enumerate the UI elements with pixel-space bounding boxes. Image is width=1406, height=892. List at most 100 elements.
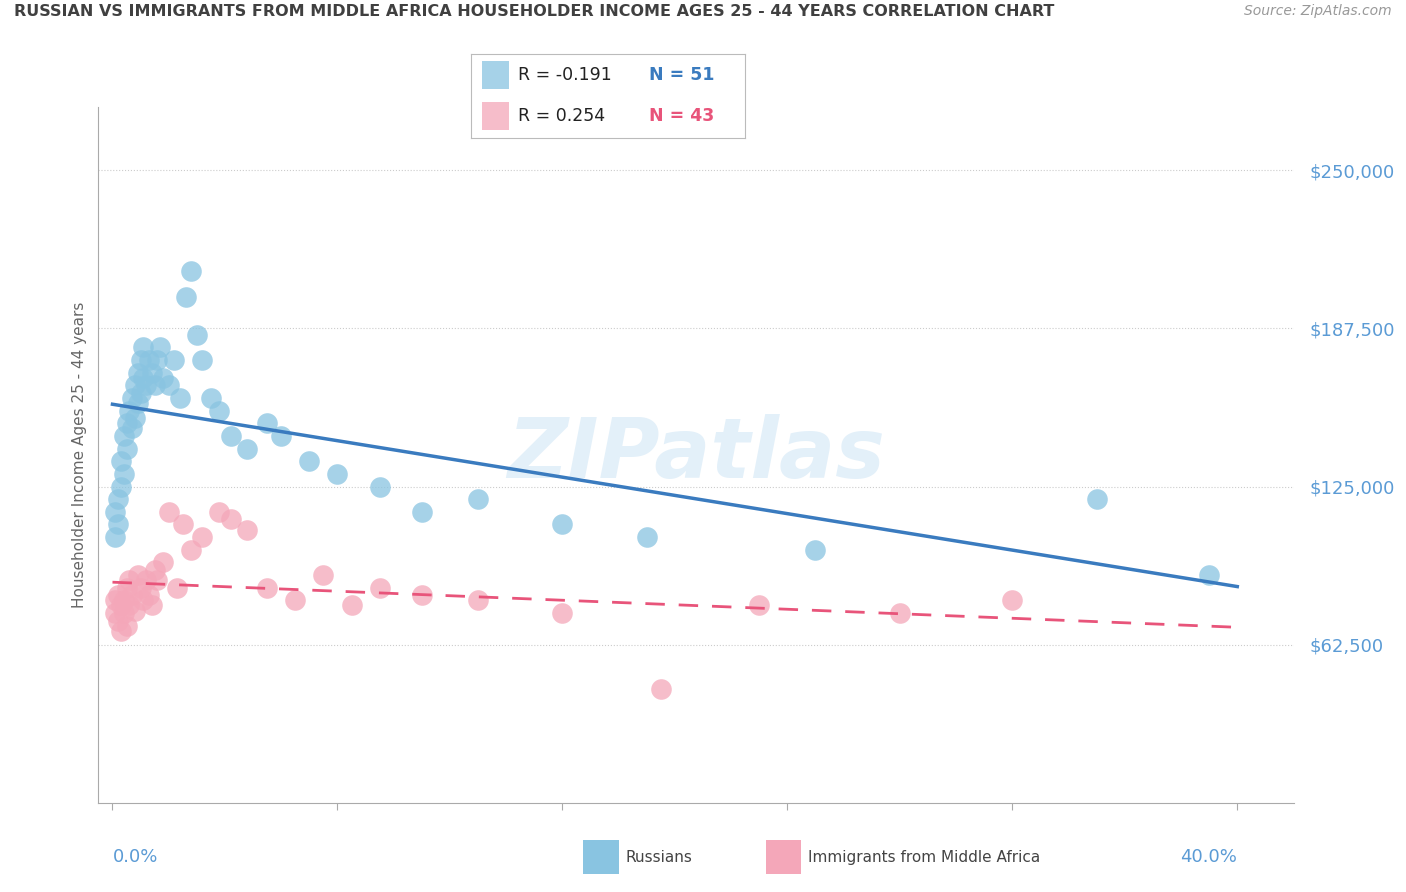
Text: R = -0.191: R = -0.191 [517,66,612,84]
Point [121,588,143,602]
Point [141,599,163,613]
Point [110,624,132,638]
Point [115,417,138,431]
Text: Source: ZipAtlas.com: Source: ZipAtlas.com [1244,4,1392,19]
Point [236,442,259,456]
Point [191,530,214,544]
Point [284,593,307,607]
Text: R = 0.254: R = 0.254 [517,107,605,125]
Point [132,340,155,354]
Point [112,593,135,607]
Point [191,353,214,368]
Point [219,429,242,443]
Point [118,573,141,587]
Point [163,353,186,368]
Point [149,340,172,354]
Point [127,396,149,410]
Point [112,467,135,481]
Point [146,573,169,587]
Point [115,442,138,456]
Point [107,517,129,532]
Text: N = 51: N = 51 [650,66,714,84]
Point [135,573,157,587]
Point [124,378,146,392]
Point [127,568,149,582]
Point [208,403,231,417]
Point [236,523,259,537]
Point [467,593,489,607]
Point [166,581,188,595]
Point [551,517,574,532]
Text: N = 43: N = 43 [650,107,714,125]
Point [208,505,231,519]
Point [551,606,574,620]
Point [118,599,141,613]
Point [104,530,127,544]
Point [107,614,129,628]
Point [112,429,135,443]
Point [219,512,242,526]
Point [1198,568,1220,582]
Point [107,588,129,602]
Point [124,411,146,425]
Bar [482,62,509,89]
Point [1001,593,1024,607]
Point [104,593,127,607]
Point [132,593,155,607]
Point [143,563,166,577]
Point [298,454,321,468]
Point [110,454,132,468]
Text: Immigrants from Middle Africa: Immigrants from Middle Africa [808,850,1040,864]
Point [138,353,160,368]
Point [141,366,163,380]
Point [146,353,169,368]
Point [368,581,391,595]
Bar [482,102,509,130]
Point [129,581,152,595]
Point [650,681,672,696]
Text: 40.0%: 40.0% [1181,848,1237,866]
Text: Russians: Russians [626,850,693,864]
Point [467,492,489,507]
Point [135,378,157,392]
Point [748,599,770,613]
Point [270,429,292,443]
Point [129,386,152,401]
Point [132,370,155,384]
Point [104,606,127,620]
Point [256,417,278,431]
Point [256,581,278,595]
Point [169,391,191,405]
Point [152,556,174,570]
Point [118,403,141,417]
Point [804,542,827,557]
Y-axis label: Householder Income Ages 25 - 44 years: Householder Income Ages 25 - 44 years [72,301,87,608]
Text: 0.0%: 0.0% [112,848,157,866]
Point [121,391,143,405]
Point [174,290,197,304]
Point [172,517,194,532]
Text: ZIPatlas: ZIPatlas [508,415,884,495]
Point [180,542,202,557]
Point [636,530,658,544]
Text: RUSSIAN VS IMMIGRANTS FROM MIDDLE AFRICA HOUSEHOLDER INCOME AGES 25 - 44 YEARS C: RUSSIAN VS IMMIGRANTS FROM MIDDLE AFRICA… [14,4,1054,20]
Point [138,588,160,602]
Point [143,378,166,392]
Point [411,588,433,602]
Point [180,264,202,278]
Point [186,327,208,342]
Point [157,378,180,392]
Point [889,606,911,620]
Point [129,353,152,368]
Point [124,603,146,617]
Point [157,505,180,519]
Point [152,370,174,384]
Point [112,606,135,620]
Point [107,492,129,507]
Point [127,366,149,380]
Point [115,618,138,632]
Point [110,479,132,493]
Point [115,581,138,595]
Point [200,391,222,405]
Point [104,505,127,519]
